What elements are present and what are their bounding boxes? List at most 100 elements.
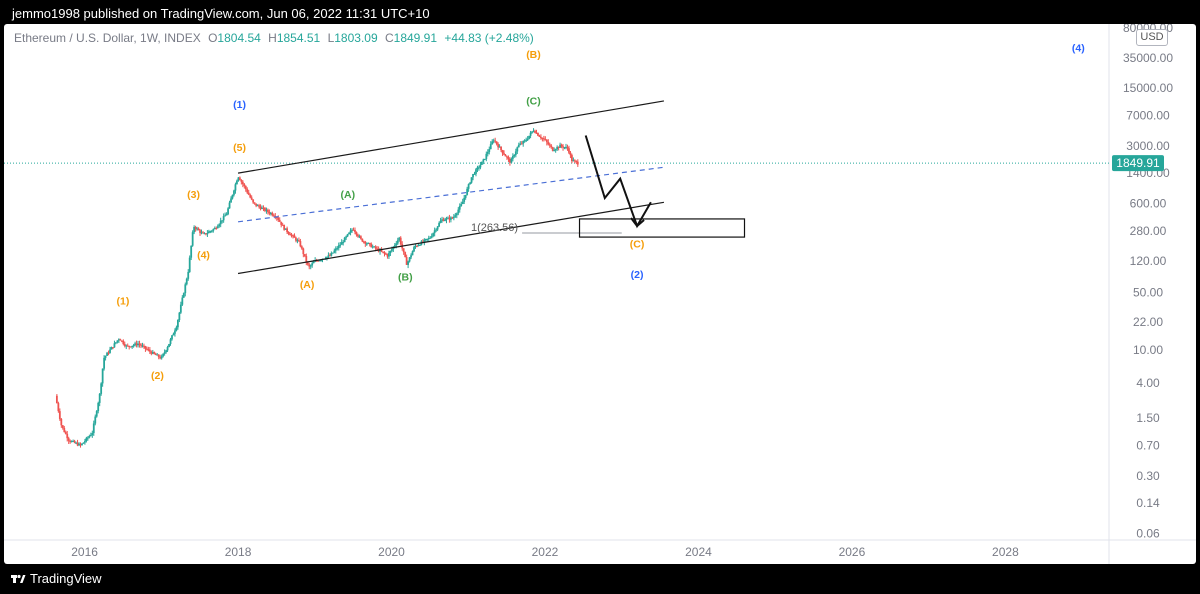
candle-body <box>572 160 575 162</box>
candle-body <box>219 220 222 225</box>
candle-body <box>259 206 262 209</box>
candle-body <box>267 209 269 212</box>
candle-body <box>379 249 381 252</box>
candle-body <box>256 205 259 207</box>
candle-body <box>129 346 132 348</box>
candle-body <box>354 230 356 233</box>
candle-body <box>179 304 182 313</box>
candle-body <box>137 343 139 346</box>
brand-bar: TradingView <box>0 566 1200 594</box>
candle-body <box>556 146 559 150</box>
candle-body <box>271 213 274 216</box>
candle-body <box>122 340 125 344</box>
candle-body <box>210 230 213 232</box>
candle-body <box>231 194 234 199</box>
candle-body <box>538 135 541 137</box>
candle-body <box>181 297 184 305</box>
candle-body <box>213 228 216 230</box>
candle-body <box>541 138 544 140</box>
wave-label: (A) <box>340 189 355 201</box>
candle-body <box>390 249 393 251</box>
candle-body <box>113 343 116 348</box>
chart-pane[interactable]: 80000.0035000.0015000.007000.003000.0014… <box>4 24 1196 564</box>
candle-body <box>421 241 424 243</box>
candle-body <box>69 440 72 442</box>
candle-body <box>207 231 210 234</box>
candle-body <box>497 144 500 148</box>
candle-body <box>427 237 430 239</box>
candle-body <box>514 151 517 155</box>
candle-body <box>190 245 193 258</box>
candle-body <box>101 368 104 384</box>
candle-body <box>171 335 173 340</box>
y-tick-label: 0.70 <box>1136 438 1160 452</box>
candle-body <box>320 259 322 261</box>
candle-body <box>562 146 564 148</box>
candle-body <box>264 207 266 211</box>
candle-body <box>451 217 454 219</box>
y-tick-label: 15000.00 <box>1123 81 1173 95</box>
candle-body <box>202 232 204 234</box>
candle-body <box>494 140 497 142</box>
candle-body <box>178 312 181 320</box>
candle-body <box>241 181 244 185</box>
candle-body <box>174 330 176 334</box>
candle-body <box>575 160 578 162</box>
candle-body <box>444 219 446 221</box>
candle-body <box>529 132 532 136</box>
candle-body <box>109 349 111 353</box>
candle-body <box>58 411 61 419</box>
candle-body <box>312 261 315 264</box>
candle-body <box>349 230 352 233</box>
candle-body <box>249 194 252 198</box>
candle-body <box>246 189 249 193</box>
candles-group <box>55 128 579 448</box>
candle-body <box>448 217 451 220</box>
candle-body <box>566 146 569 149</box>
candle-body <box>78 443 80 446</box>
candle-body <box>525 140 528 142</box>
candle-body <box>157 354 160 358</box>
candle-body <box>545 139 548 143</box>
target-zone-box <box>578 218 746 238</box>
candle-body <box>55 395 58 404</box>
publisher-bar: jemmo1998 published on TradingView.com, … <box>0 0 1200 26</box>
candle-body <box>336 248 339 250</box>
candle-body <box>537 132 539 136</box>
candle-body <box>138 343 141 345</box>
candle-body <box>410 255 412 258</box>
y-tick-label: 22.00 <box>1133 315 1163 329</box>
candle-body <box>491 141 494 145</box>
candle-body <box>172 333 175 336</box>
candle-body <box>82 442 85 444</box>
candle-body <box>455 213 458 216</box>
candle-body <box>519 143 522 145</box>
x-tick-label: 2028 <box>992 545 1019 559</box>
candle-body <box>191 232 194 246</box>
currency-badge[interactable]: USD <box>1136 29 1168 46</box>
candle-body <box>94 416 97 424</box>
publisher-text: jemmo1998 published on TradingView.com, … <box>12 6 430 21</box>
candle-body <box>478 167 480 169</box>
candle-body <box>438 223 440 227</box>
x-tick-label: 2018 <box>225 545 252 559</box>
candle-body <box>405 257 408 265</box>
candle-body <box>433 230 436 234</box>
candle-body <box>79 443 82 446</box>
candle-body <box>407 261 410 265</box>
candle-body <box>569 152 572 156</box>
candle-body <box>359 236 362 239</box>
candle-body <box>472 173 474 178</box>
candle-body <box>416 245 418 247</box>
price-chart[interactable]: 80000.0035000.0015000.007000.003000.0014… <box>4 24 1196 564</box>
candle-body <box>287 231 290 234</box>
candle-body <box>370 243 373 248</box>
candle-body <box>185 278 188 285</box>
open-label: O <box>208 31 218 45</box>
candle-body <box>100 383 103 394</box>
candle-body <box>486 151 489 154</box>
candle-body <box>272 215 275 217</box>
candle-body <box>503 153 505 155</box>
candle-body <box>449 217 452 220</box>
channel-midline <box>237 166 665 223</box>
